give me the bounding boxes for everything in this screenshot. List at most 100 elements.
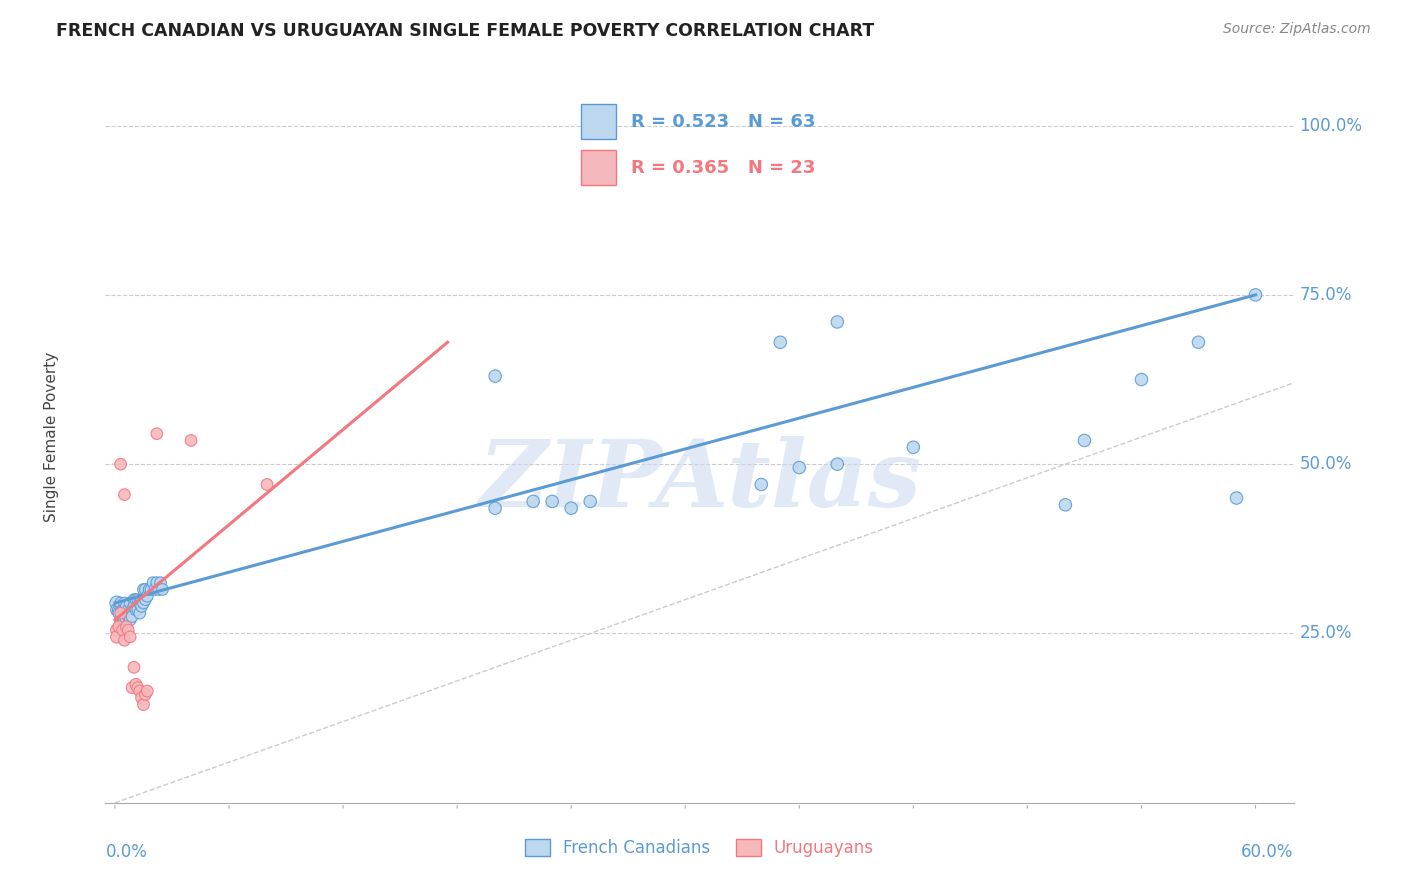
Point: [131, 599, 153, 614]
Point: [1187, 335, 1209, 350]
Point: [115, 613, 138, 627]
Point: [121, 603, 143, 617]
Point: [749, 477, 772, 491]
Text: Single Female Poverty: Single Female Poverty: [45, 352, 59, 522]
Point: [139, 582, 162, 597]
Point: [484, 369, 506, 384]
Point: [827, 315, 849, 329]
Point: [111, 616, 134, 631]
Point: [122, 599, 145, 614]
Point: [105, 603, 128, 617]
Point: [115, 620, 138, 634]
Point: [180, 434, 202, 448]
Point: [110, 613, 132, 627]
Point: [120, 613, 142, 627]
Point: [107, 606, 129, 620]
Point: [579, 494, 602, 508]
Point: [121, 609, 143, 624]
Point: [142, 575, 165, 590]
Point: [1073, 434, 1095, 448]
Point: [107, 603, 129, 617]
Point: [111, 623, 134, 637]
Text: 100.0%: 100.0%: [1299, 117, 1362, 135]
Point: [1130, 372, 1153, 386]
Point: [132, 596, 155, 610]
Text: 0.0%: 0.0%: [105, 843, 148, 861]
Point: [132, 698, 155, 712]
Point: [115, 606, 138, 620]
Point: [1244, 288, 1267, 302]
Point: [107, 620, 129, 634]
Point: [127, 592, 149, 607]
Text: 50.0%: 50.0%: [1299, 455, 1351, 473]
Point: [484, 501, 506, 516]
Bar: [581, 151, 616, 186]
Point: [128, 606, 150, 620]
Point: [903, 440, 925, 454]
Text: 75.0%: 75.0%: [1299, 285, 1351, 304]
Text: FRENCH CANADIAN VS URUGUAYAN SINGLE FEMALE POVERTY CORRELATION CHART: FRENCH CANADIAN VS URUGUAYAN SINGLE FEMA…: [56, 22, 875, 40]
Point: [134, 688, 156, 702]
Point: [138, 582, 160, 597]
Point: [122, 660, 145, 674]
Bar: [581, 104, 616, 139]
Point: [105, 596, 128, 610]
Point: [114, 603, 136, 617]
Text: R = 0.523   N = 63: R = 0.523 N = 63: [630, 112, 815, 131]
Point: [105, 630, 128, 644]
Text: 60.0%: 60.0%: [1241, 843, 1294, 861]
Point: [128, 684, 150, 698]
Point: [127, 681, 149, 695]
Point: [146, 426, 169, 441]
Point: [522, 494, 544, 508]
Point: [769, 335, 792, 350]
Point: [128, 596, 150, 610]
Point: [111, 603, 134, 617]
Point: [125, 603, 148, 617]
Point: [136, 684, 159, 698]
Point: [117, 609, 139, 624]
Point: [256, 477, 278, 491]
Point: [105, 623, 128, 637]
Point: [560, 501, 582, 516]
Point: [1054, 498, 1077, 512]
Text: R = 0.365   N = 23: R = 0.365 N = 23: [630, 159, 815, 177]
Point: [125, 677, 148, 691]
Point: [114, 596, 136, 610]
Point: [120, 596, 142, 610]
Point: [110, 599, 132, 614]
Point: [827, 457, 849, 471]
Point: [115, 599, 138, 614]
Point: [110, 606, 132, 620]
Point: [146, 575, 169, 590]
Point: [114, 613, 136, 627]
Point: [131, 690, 153, 705]
Point: [121, 681, 143, 695]
Point: [122, 592, 145, 607]
Point: [125, 592, 148, 607]
Point: [134, 592, 156, 607]
Point: [1225, 491, 1247, 505]
Point: [132, 582, 155, 597]
Point: [117, 623, 139, 637]
Point: [148, 582, 170, 597]
Point: [149, 575, 172, 590]
Point: [114, 633, 136, 648]
Point: [787, 460, 810, 475]
Text: ZIPAtlas: ZIPAtlas: [478, 436, 921, 526]
Legend: French Canadians, Uruguayans: French Canadians, Uruguayans: [519, 832, 880, 864]
Point: [111, 609, 134, 624]
Point: [114, 488, 136, 502]
Point: [120, 630, 142, 644]
Point: [134, 582, 156, 597]
Point: [110, 457, 132, 471]
Point: [117, 603, 139, 617]
Point: [110, 596, 132, 610]
Point: [127, 603, 149, 617]
Text: Source: ZipAtlas.com: Source: ZipAtlas.com: [1223, 22, 1371, 37]
Point: [152, 582, 174, 597]
Point: [143, 582, 166, 597]
Point: [541, 494, 564, 508]
Point: [136, 589, 159, 603]
Text: 25.0%: 25.0%: [1299, 624, 1353, 642]
